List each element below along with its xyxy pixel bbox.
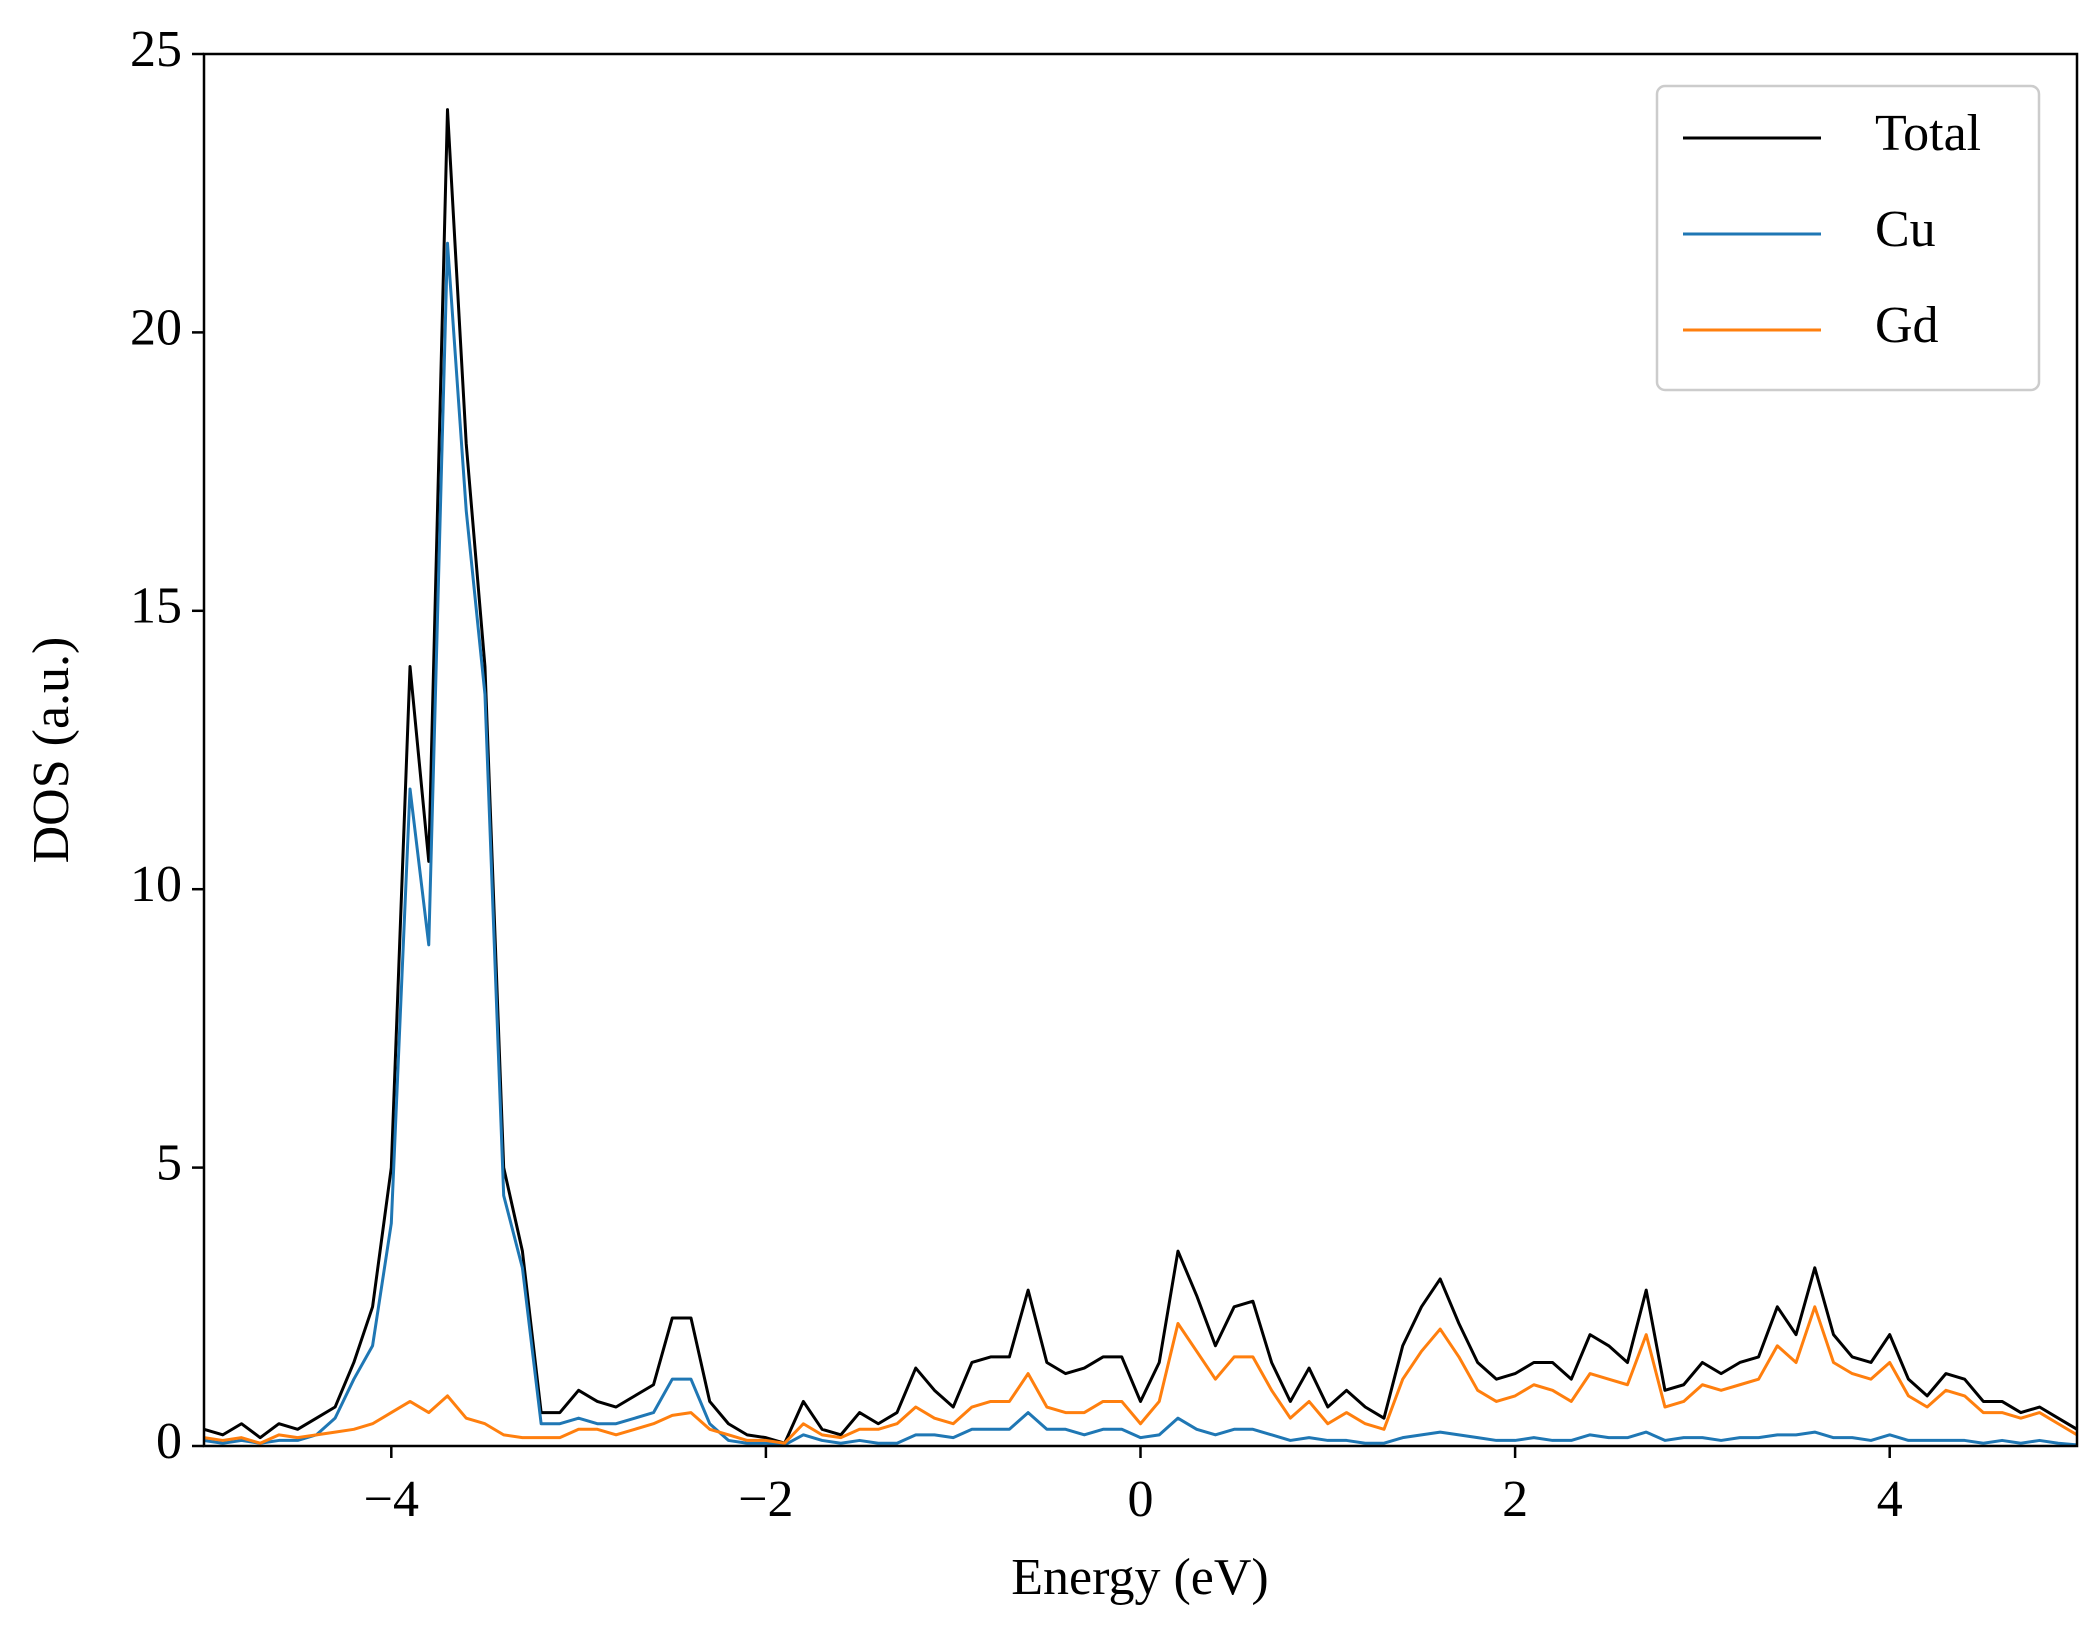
x-tick-label: 2 xyxy=(1502,1471,1528,1528)
legend-label: Gd xyxy=(1875,297,1939,354)
series-line xyxy=(204,1305,2077,1445)
y-tick-label: 25 xyxy=(130,21,182,78)
y-tick-label: 10 xyxy=(130,856,182,913)
x-tick-label: −4 xyxy=(364,1471,419,1528)
legend-label: Total xyxy=(1875,105,1981,162)
legend-box xyxy=(1655,84,2041,392)
plot-frame xyxy=(202,52,2079,1448)
y-axis-label: DOS (a.u.) xyxy=(23,637,80,864)
series-line xyxy=(204,241,2077,1446)
y-tick-label: 5 xyxy=(156,1135,182,1192)
series-line xyxy=(204,108,2077,1445)
y-tick-label: 0 xyxy=(156,1413,182,1470)
x-tick-label: 4 xyxy=(1877,1471,1903,1528)
x-tick-label: 0 xyxy=(1128,1471,1154,1528)
x-axis-label: Energy (eV) xyxy=(1011,1549,1269,1606)
legend: Total Cu Gd xyxy=(1655,84,2041,392)
y-tick-label: 20 xyxy=(130,299,182,356)
x-tick-label: −2 xyxy=(738,1471,793,1528)
y-tick-label: 15 xyxy=(130,578,182,635)
legend-label: Cu xyxy=(1875,201,1936,258)
